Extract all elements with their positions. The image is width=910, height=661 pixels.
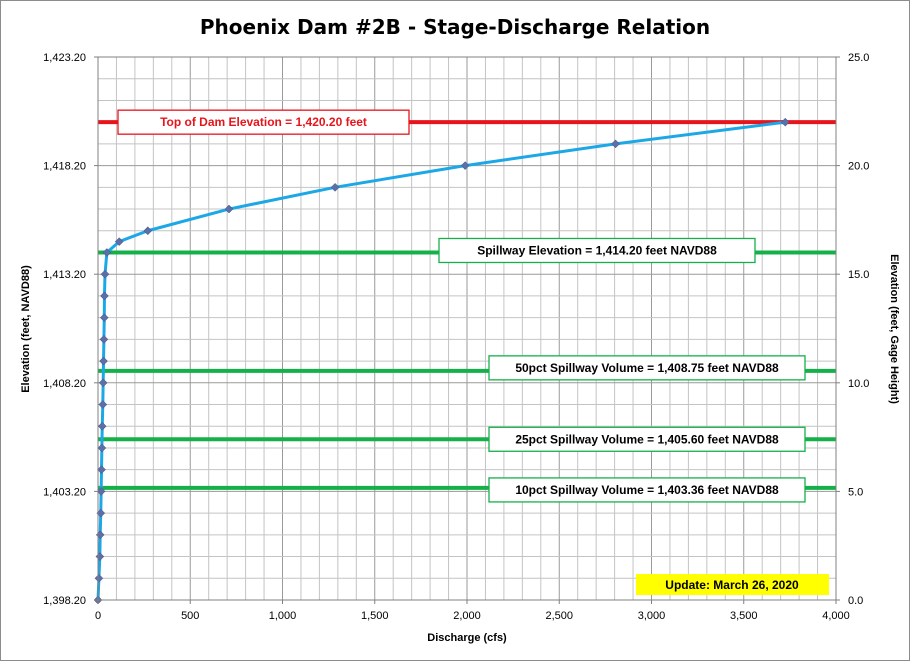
reference-label-3: 25pct Spillway Volume = 1,405.60 feet NA… xyxy=(515,432,779,446)
data-point-marker xyxy=(114,237,124,246)
reference-label-box-3 xyxy=(488,426,806,452)
x-tick-label: 500 xyxy=(181,610,199,622)
reference-label-0: Top of Dam Elevation = 1,420.20 feet xyxy=(160,115,367,129)
y2-axis-label: Elevation (feet, Gage Height) xyxy=(888,254,900,404)
y2-tick-label: 5.0 xyxy=(848,486,863,498)
data-point-marker xyxy=(98,378,108,388)
reference-label-box-2 xyxy=(488,355,806,381)
data-point-marker xyxy=(97,465,106,475)
y-tick-label: 1,418.20 xyxy=(43,161,86,173)
data-point-marker xyxy=(99,313,109,322)
axes: 0 500 1,000 1,500 2,000 2,500 3,000 3,500 4,000 1… xyxy=(43,52,869,622)
x-axis-label: Discharge (cfs) xyxy=(427,632,507,644)
x-tick-label: 3,000 xyxy=(638,610,666,622)
reference-label-1: Spillway Elevation = 1,414.20 feet NAVD8… xyxy=(477,243,717,257)
x-tick-label: 1,000 xyxy=(269,610,297,622)
y-axis-label: Elevation (feet, NAVD88) xyxy=(20,265,32,393)
reference-labels: Top of Dam Elevation = 1,420.20 feet Spil… xyxy=(117,109,829,595)
x-tick-label: 2,000 xyxy=(453,610,481,622)
chart-title: Phoenix Dam #2B - Stage-Discharge Relati… xyxy=(200,15,710,39)
data-point-marker xyxy=(100,269,110,279)
data-point-marker xyxy=(143,226,153,236)
y-tick-label: 1,413.20 xyxy=(43,269,86,281)
x-tick-label: 2,500 xyxy=(545,610,573,622)
y2-tick-label: 10.0 xyxy=(848,378,869,390)
data-point-marker xyxy=(98,400,108,409)
series-layer xyxy=(93,117,790,605)
y-tick-label: 1,403.20 xyxy=(43,486,86,498)
data-point-marker xyxy=(97,421,107,431)
reference-label-box-4 xyxy=(488,477,806,503)
reference-label-2: 50pct Spillway Volume = 1,408.75 feet NA… xyxy=(515,361,779,375)
y2-tick-label: 25.0 xyxy=(848,52,869,64)
data-point-marker xyxy=(94,573,104,583)
data-point-marker xyxy=(611,139,620,149)
y-tick-label: 1,423.20 xyxy=(43,52,86,64)
y-tick-label: 1,398.20 xyxy=(43,595,86,607)
data-point-marker xyxy=(224,204,234,214)
data-point-marker xyxy=(780,117,790,127)
y-tick-label: 1,408.20 xyxy=(43,378,86,390)
x-tick-label: 3,500 xyxy=(730,610,758,622)
data-point-marker xyxy=(97,443,107,453)
data-point-marker xyxy=(102,248,112,257)
reference-label-box-0 xyxy=(117,109,410,135)
reference-label-box-1 xyxy=(438,237,756,264)
x-tick-label: 1,500 xyxy=(361,610,389,622)
x-tick-label: 4,000 xyxy=(822,610,850,622)
data-point-marker xyxy=(100,291,109,301)
data-point-marker xyxy=(99,356,108,366)
data-point-marker xyxy=(330,182,340,192)
data-point-marker xyxy=(99,335,109,344)
update-note: Update: March 26, 2020 xyxy=(665,578,799,592)
y2-tick-label: 20.0 xyxy=(848,161,869,173)
x-tick-label: 0 xyxy=(95,610,101,622)
data-point-marker xyxy=(460,161,470,170)
grid xyxy=(97,56,837,601)
update-note-box xyxy=(636,574,829,595)
y2-tick-label: 0.0 xyxy=(848,595,863,607)
reference-label-4: 10pct Spillway Volume = 1,403.36 feet NA… xyxy=(515,483,779,497)
y2-tick-label: 15.0 xyxy=(848,269,869,281)
